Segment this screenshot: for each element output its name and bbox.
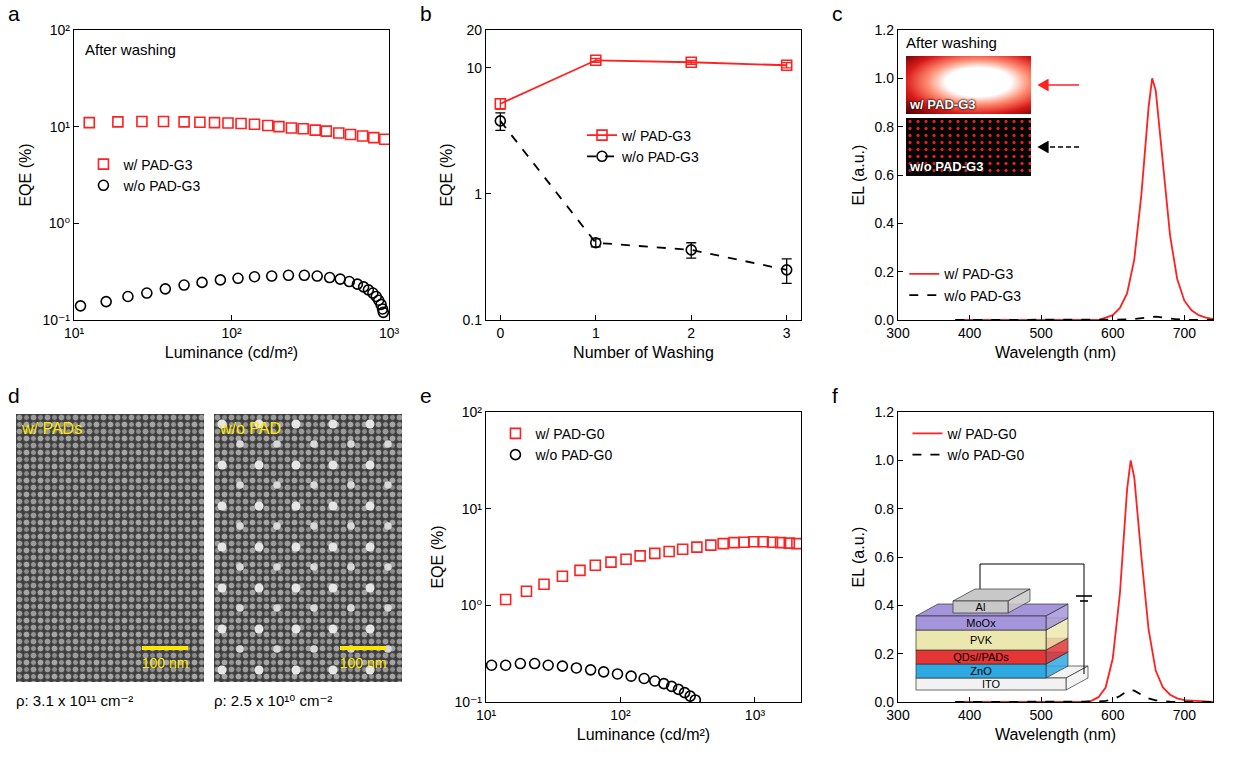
svg-text:400: 400	[958, 707, 982, 723]
svg-text:w/o PAD: w/o PAD	[219, 420, 281, 437]
html-text:ρ: 2.5 x 10¹⁰ cm⁻²: ρ: 2.5 x 10¹⁰ cm⁻²	[214, 692, 333, 709]
svg-text:EQE (%): EQE (%)	[17, 143, 34, 206]
svg-text:EQE (%): EQE (%)	[438, 143, 455, 206]
svg-text:w/ PADs: w/ PADs	[21, 420, 82, 437]
svg-text:w/o PAD-G3: w/o PAD-G3	[621, 149, 699, 165]
svg-text:600: 600	[1101, 325, 1125, 341]
svg-text:0.2: 0.2	[875, 646, 895, 662]
svg-text:Luminance (cd/m²): Luminance (cd/m²)	[165, 344, 298, 361]
svg-text:EL (a.u.): EL (a.u.)	[850, 145, 867, 206]
svg-text:w/o PAD-G3: w/o PAD-G3	[122, 178, 200, 194]
svg-text:w/o PAD-G0: w/o PAD-G0	[534, 447, 612, 463]
svg-text:QDs//PADs: QDs//PADs	[953, 651, 1009, 663]
svg-text:10²: 10²	[221, 325, 242, 341]
svg-text:0.8: 0.8	[875, 119, 895, 135]
svg-text:1.0: 1.0	[875, 452, 895, 468]
svg-text:3: 3	[783, 325, 791, 341]
svg-text:10¹: 10¹	[50, 119, 71, 135]
svg-text:PVK: PVK	[970, 634, 993, 646]
svg-text:10³: 10³	[379, 325, 400, 341]
svg-text:EL (a.u.): EL (a.u.)	[850, 527, 867, 588]
svg-text:w/ PAD-G0: w/ PAD-G0	[946, 426, 1016, 442]
svg-text:ZnO: ZnO	[970, 665, 992, 677]
html-text:f: f	[832, 384, 838, 407]
svg-text:w/ PAD-G3: w/ PAD-G3	[943, 266, 1013, 282]
svg-text:500: 500	[1030, 325, 1054, 341]
svg-text:1.0: 1.0	[875, 70, 895, 86]
svg-text:100 nm: 100 nm	[340, 655, 387, 671]
svg-text:Al: Al	[976, 601, 986, 613]
svg-text:EQE (%): EQE (%)	[429, 525, 446, 588]
svg-text:w/o PAD-G0: w/o PAD-G0	[946, 447, 1024, 463]
html-text:b: b	[420, 2, 432, 25]
svg-text:1.2: 1.2	[875, 22, 895, 38]
svg-text:Number of Washing: Number of Washing	[573, 344, 714, 361]
svg-text:10²: 10²	[50, 22, 71, 38]
svg-text:1: 1	[474, 186, 482, 202]
svg-text:10¹: 10¹	[462, 501, 483, 517]
svg-text:Luminance (cd/m²): Luminance (cd/m²)	[577, 726, 710, 743]
svg-text:10⁰: 10⁰	[49, 215, 71, 231]
svg-text:0.6: 0.6	[875, 549, 895, 565]
svg-text:ITO: ITO	[982, 678, 1001, 690]
svg-text:MoOx: MoOx	[966, 617, 996, 629]
svg-text:0.2: 0.2	[875, 264, 895, 280]
html-text:e: e	[420, 384, 432, 407]
html-text:ρ: 3.1 x 10¹¹ cm⁻²: ρ: 3.1 x 10¹¹ cm⁻²	[16, 692, 134, 709]
svg-text:w/ PAD-G3: w/ PAD-G3	[621, 128, 691, 144]
svg-text:0.4: 0.4	[875, 597, 895, 613]
svg-text:10²: 10²	[610, 707, 631, 723]
svg-text:w/ PAD-G0: w/ PAD-G0	[534, 426, 604, 442]
svg-text:400: 400	[958, 325, 982, 341]
html-text:After washing: After washing	[906, 34, 997, 51]
svg-text:10: 10	[466, 60, 482, 76]
html-text:w/o PAD-G3: w/o PAD-G3	[910, 159, 984, 174]
html-text:c: c	[832, 2, 843, 25]
html-text:d: d	[8, 384, 20, 407]
svg-text:2: 2	[687, 325, 695, 341]
svg-text:0: 0	[496, 325, 504, 341]
svg-text:10²: 10²	[462, 404, 483, 420]
svg-text:20: 20	[466, 22, 482, 38]
svg-text:w/ PAD-G3: w/ PAD-G3	[122, 157, 192, 173]
svg-text:10³: 10³	[745, 707, 766, 723]
svg-text:100 nm: 100 nm	[142, 655, 189, 671]
svg-text:0.6: 0.6	[875, 167, 895, 183]
html-text:w/ PAD-G3: w/ PAD-G3	[910, 97, 976, 112]
svg-text:0.0: 0.0	[875, 694, 895, 710]
svg-text:After washing: After washing	[85, 41, 176, 58]
svg-text:500: 500	[1030, 707, 1054, 723]
svg-text:700: 700	[1173, 325, 1197, 341]
svg-text:10⁰: 10⁰	[461, 597, 483, 613]
svg-text:w/o PAD-G3: w/o PAD-G3	[943, 288, 1021, 304]
svg-text:10¹: 10¹	[64, 325, 85, 341]
svg-text:1.2: 1.2	[875, 404, 895, 420]
svg-text:0.1: 0.1	[463, 312, 483, 328]
svg-text:1: 1	[592, 325, 600, 341]
svg-text:0.4: 0.4	[875, 215, 895, 231]
svg-text:10⁻¹: 10⁻¹	[42, 312, 70, 328]
svg-text:600: 600	[1101, 707, 1125, 723]
svg-text:0.8: 0.8	[875, 501, 895, 517]
svg-text:Wavelength (nm): Wavelength (nm)	[995, 344, 1116, 361]
svg-text:Wavelength (nm): Wavelength (nm)	[995, 726, 1116, 743]
svg-text:10⁻¹: 10⁻¹	[454, 694, 482, 710]
svg-text:10¹: 10¹	[476, 707, 497, 723]
svg-text:300: 300	[886, 707, 910, 723]
html-text:a: a	[8, 2, 20, 25]
svg-text:700: 700	[1173, 707, 1197, 723]
svg-text:300: 300	[886, 325, 910, 341]
svg-text:0.0: 0.0	[875, 312, 895, 328]
